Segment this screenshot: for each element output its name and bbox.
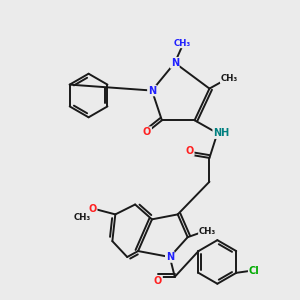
- Text: NH: NH: [213, 128, 230, 138]
- Text: N: N: [171, 58, 179, 68]
- Text: O: O: [185, 146, 194, 156]
- Text: O: O: [88, 204, 97, 214]
- Text: CH₃: CH₃: [199, 227, 216, 236]
- Text: CH₃: CH₃: [174, 38, 191, 47]
- Text: N: N: [166, 252, 174, 262]
- Text: Cl: Cl: [249, 266, 260, 276]
- Text: O: O: [154, 276, 162, 286]
- Text: N: N: [148, 85, 156, 96]
- Text: O: O: [143, 127, 151, 137]
- Text: CH₃: CH₃: [220, 74, 238, 83]
- Text: CH₃: CH₃: [74, 213, 91, 222]
